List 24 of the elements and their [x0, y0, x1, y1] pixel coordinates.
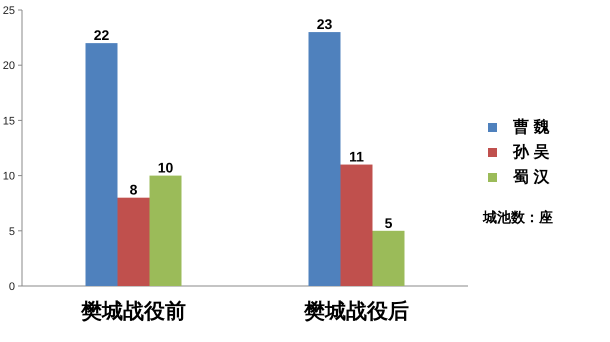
y-tick-label: 20 [2, 60, 15, 72]
bar [372, 230, 404, 286]
legend-label: 孙 吴 [512, 143, 550, 161]
data-label: 11 [349, 148, 364, 165]
data-label: 8 [130, 182, 138, 198]
bar [308, 32, 340, 286]
y-tick-label: 25 [2, 5, 15, 17]
legend-label: 蜀 汉 [512, 168, 550, 186]
bar [340, 164, 372, 286]
y-tick-label: 5 [8, 226, 15, 238]
y-tick-label: 10 [2, 170, 15, 183]
bar [118, 198, 150, 286]
x-tick-label: 樊城战役后 [303, 299, 409, 323]
y-tick-label: 15 [2, 115, 15, 128]
bar [86, 43, 118, 286]
bar [150, 176, 182, 286]
legend-label: 曹 魏 [512, 118, 550, 136]
data-label: 22 [94, 27, 110, 44]
text: 城池数：座 [482, 209, 553, 225]
y-tick-label: 0 [8, 281, 15, 293]
x-tick-label: 樊城战役前 [80, 300, 186, 323]
data-label: 5 [384, 214, 393, 231]
data-label: 10 [158, 160, 174, 176]
data-label: 23 [316, 16, 332, 32]
